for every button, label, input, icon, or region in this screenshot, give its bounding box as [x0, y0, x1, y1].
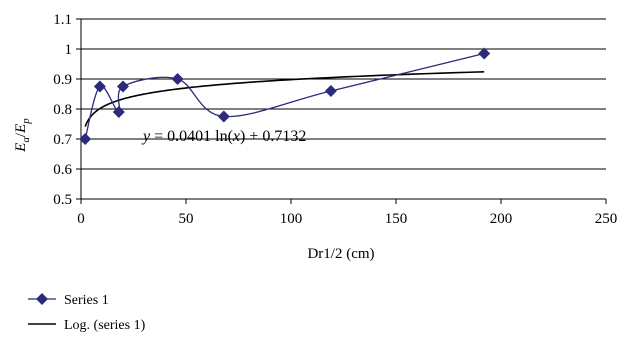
legend: Series 1 Log. (series 1) — [28, 293, 146, 333]
y-label-base: E — [13, 143, 29, 153]
y-tick-label-0.8: 0.8 — [53, 102, 72, 118]
series-1-curve — [84, 52, 485, 140]
y-tick-label-0.7: 0.7 — [53, 132, 72, 148]
gridlines — [81, 18, 606, 170]
series-1-point-6 — [324, 85, 337, 97]
series-1-point-5 — [217, 110, 230, 123]
y-tick-label-0.6: 0.6 — [53, 162, 72, 178]
series-1-point-0 — [79, 133, 92, 145]
y-label-base2: E — [13, 124, 29, 134]
x-tick-label-100: 100 — [280, 211, 303, 227]
equation-mid: = 0.0401 ln( — [150, 128, 233, 145]
x-tick-label-150: 150 — [385, 211, 408, 227]
axes — [76, 18, 607, 204]
x-tick-label-0: 0 — [77, 211, 85, 227]
trendline-equation: y = 0.0401 ln(x) + 0.7132 — [141, 128, 306, 145]
legend-series1-marker — [36, 293, 48, 305]
log-trendline — [84, 70, 485, 127]
legend-trend-label: Log. (series 1) — [64, 318, 146, 333]
y-axis-label: Ea/Ep — [13, 118, 32, 153]
trendline-path — [84, 70, 485, 127]
y-tick-label-1.1: 1.1 — [53, 12, 72, 28]
series-1 — [79, 47, 491, 145]
x-tick-label-250: 250 — [595, 211, 618, 227]
x-tick-label-50: 50 — [179, 211, 194, 227]
y-tick-label-0.5: 0.5 — [53, 192, 72, 208]
y-label-sub-a: a — [20, 137, 32, 143]
y-label-sub-p: p — [20, 118, 32, 125]
x-tick-labels: 0 50 100 150 200 250 — [77, 211, 617, 227]
y-tick-label-0.9: 0.9 — [53, 72, 72, 88]
equation-x: x — [232, 128, 240, 145]
y-label-slash: / — [13, 132, 29, 137]
equation-y: y — [141, 128, 151, 145]
series-1-point-2 — [112, 106, 125, 118]
x-tick-label-200: 200 — [490, 211, 513, 227]
series-1-point-1 — [93, 80, 106, 93]
series-1-point-4 — [171, 73, 184, 85]
y-tick-labels: 0.5 0.6 0.7 0.8 0.9 1 1.1 — [53, 12, 72, 208]
x-axis-label: Dr1/2 (cm) — [307, 246, 374, 262]
series-1-point-7 — [478, 47, 491, 60]
series-1-point-3 — [117, 80, 129, 93]
equation-end: ) + 0.7132 — [240, 128, 306, 145]
y-tick-label-1: 1 — [65, 42, 73, 58]
legend-series1-label: Series 1 — [64, 293, 109, 308]
